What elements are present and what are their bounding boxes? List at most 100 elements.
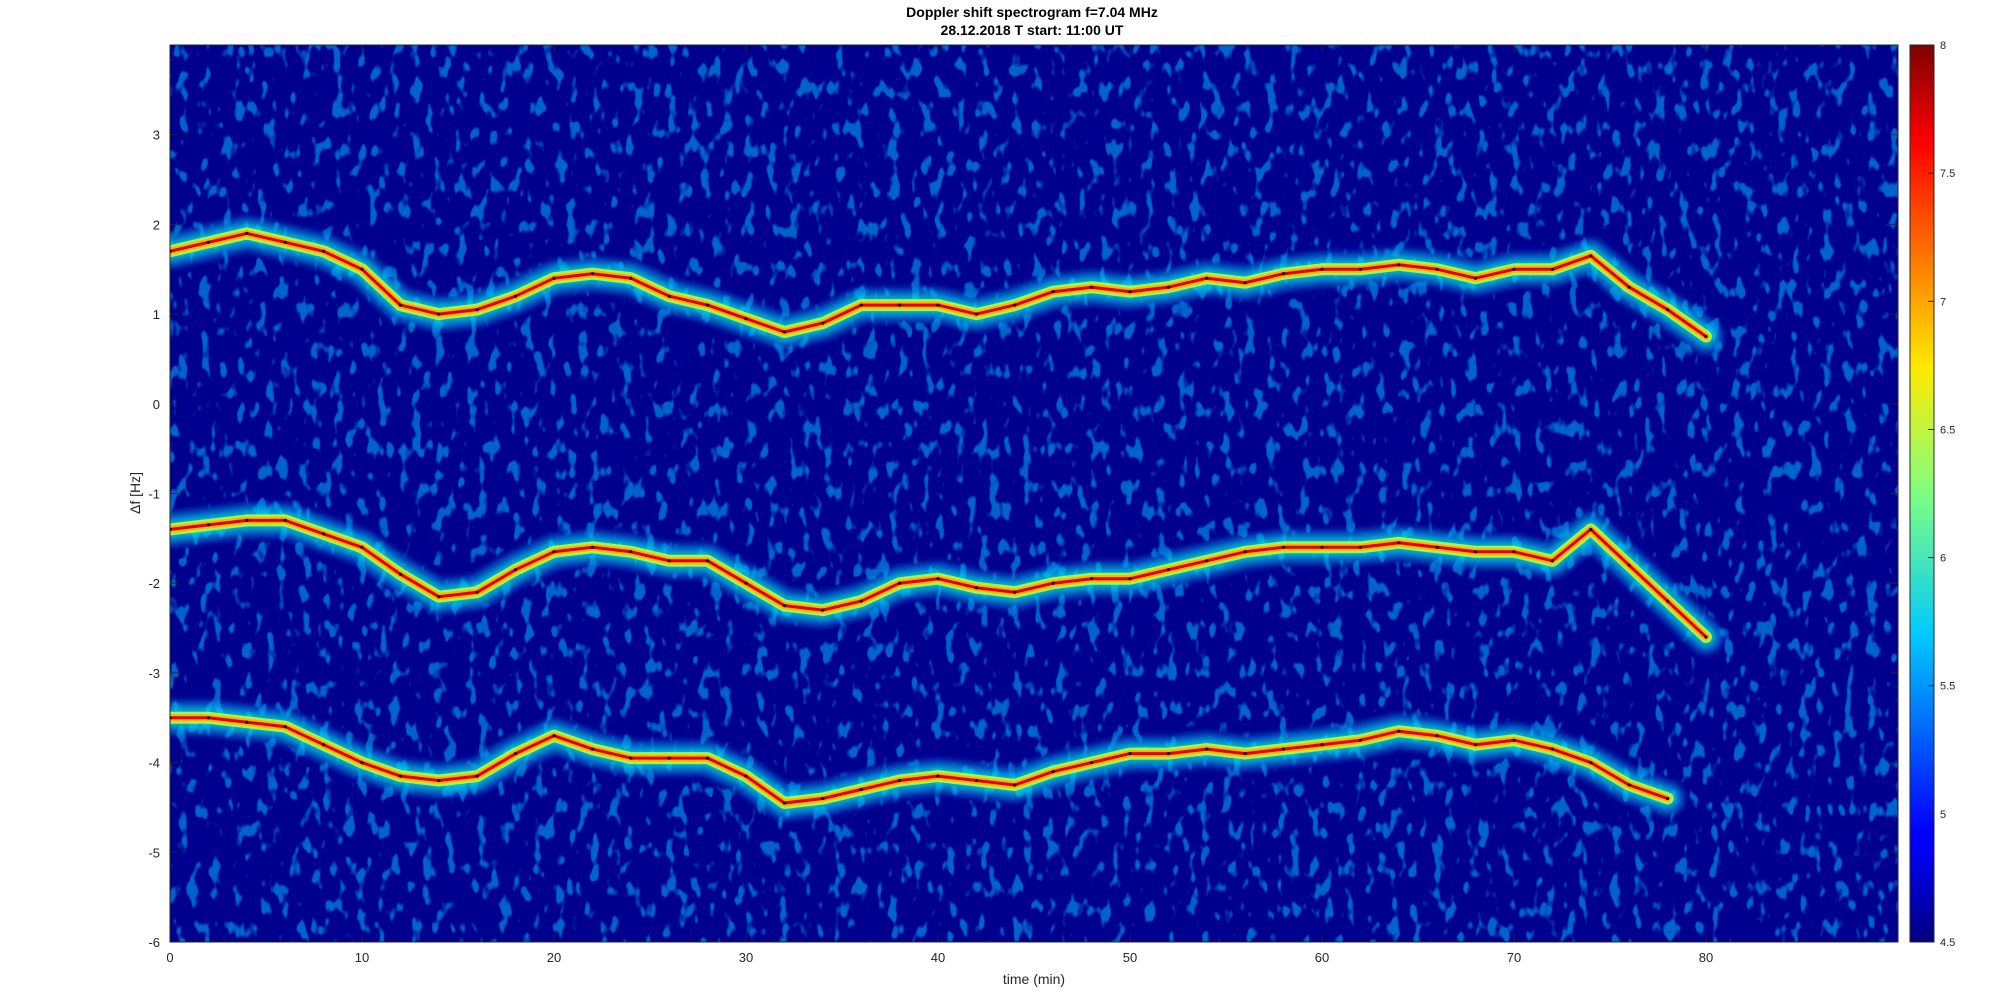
trace-point <box>360 267 364 271</box>
trace-point <box>1627 285 1631 289</box>
trace-point <box>1166 752 1170 756</box>
trace-point <box>1550 747 1554 751</box>
trace-point <box>475 308 479 312</box>
trace-point <box>1243 550 1247 554</box>
trace-point <box>283 725 287 729</box>
trace-point <box>1205 559 1209 563</box>
trace-point <box>1090 285 1094 289</box>
trace-point <box>360 761 364 765</box>
x-tick-label: 10 <box>355 950 369 965</box>
x-tick-label: 20 <box>547 950 561 965</box>
trace-point <box>1627 783 1631 787</box>
trace-point <box>206 523 210 527</box>
trace-point <box>1128 752 1132 756</box>
trace-point <box>206 716 210 720</box>
trace-point <box>360 545 364 549</box>
trace-point <box>744 317 748 321</box>
trace-point <box>1435 545 1439 549</box>
trace-point <box>245 518 249 523</box>
trace-point <box>898 778 902 783</box>
band-core <box>170 716 1670 805</box>
colorbar-gradient <box>1909 44 1935 943</box>
y-tick-label: -5 <box>148 845 160 860</box>
trace-point <box>667 756 671 760</box>
trace-point <box>1397 729 1401 733</box>
colorbar-tick-label: 4.5 <box>1940 937 1955 949</box>
trace-point <box>821 321 825 325</box>
x-tick-label: 0 <box>166 950 173 965</box>
trace-point <box>1320 267 1324 271</box>
x-tick-label: 50 <box>1123 950 1137 965</box>
trace-point <box>552 550 556 554</box>
y-tick-label: -6 <box>148 935 160 950</box>
trace-point <box>552 276 556 280</box>
trace-point <box>1704 334 1708 339</box>
x-tick-label: 40 <box>931 950 945 965</box>
trace-point <box>859 599 863 603</box>
trace-point <box>514 752 518 756</box>
trace-point <box>859 787 863 792</box>
trace-point <box>1589 761 1593 765</box>
y-axis: -6 -5 -4 -3 -2 -1 0 1 2 3 <box>148 128 1898 950</box>
trace-point <box>974 312 979 316</box>
signal-trace <box>170 216 1723 354</box>
x-axis: 0 10 20 30 40 50 60 70 80 <box>166 45 1713 965</box>
trace-point <box>1051 770 1055 774</box>
trace-point <box>1320 545 1324 549</box>
trace-point <box>1243 281 1247 285</box>
trace-point <box>1128 577 1132 581</box>
trace-point <box>245 720 249 724</box>
trace-point <box>706 559 710 563</box>
trace-point <box>936 577 940 581</box>
x-tick-label: 70 <box>1507 950 1521 965</box>
trace-point <box>1128 290 1132 294</box>
y-tick-label: -2 <box>148 576 160 591</box>
trace-point <box>1282 545 1286 549</box>
trace-point <box>1550 267 1554 271</box>
y-tick-label: 2 <box>153 217 160 232</box>
trace-point <box>1051 290 1055 294</box>
trace-point <box>590 747 595 751</box>
y-tick-label: -1 <box>148 487 160 502</box>
trace-point <box>437 778 441 783</box>
trace-point <box>590 545 595 549</box>
trace-point <box>1474 276 1478 280</box>
trace-point <box>322 743 326 747</box>
colorbar-tick-label: 8 <box>1940 40 1946 52</box>
chart-subtitle: 28.12.2018 T start: 11:00 UT <box>940 22 1124 38</box>
trace-point <box>398 774 402 778</box>
trace-point <box>1282 747 1286 751</box>
trace-point <box>514 294 518 298</box>
colorbar-ticks: 4.5 5 5.5 6 6.5 7 7.5 8 <box>1928 40 1955 949</box>
trace-point <box>744 581 748 585</box>
y-axis-label: Δf [Hz] <box>127 472 143 514</box>
trace-point <box>629 756 633 760</box>
y-tick-label: -4 <box>148 756 160 771</box>
trace-point <box>936 303 940 307</box>
trace-point <box>514 568 518 572</box>
trace-point <box>398 303 402 307</box>
trace-point <box>1243 752 1247 756</box>
trace-point <box>744 774 748 778</box>
noise-speckle <box>170 45 1898 942</box>
trace-point <box>1704 635 1708 639</box>
trace-point <box>1358 545 1362 549</box>
trace-point <box>245 231 249 235</box>
trace-point <box>1320 743 1324 747</box>
trace-point <box>629 550 633 554</box>
trace-point <box>398 572 402 576</box>
trace-point <box>437 312 441 316</box>
trace-point <box>1090 577 1094 581</box>
trace-point <box>590 272 595 276</box>
trace-point <box>782 330 787 334</box>
trace-point <box>629 276 633 280</box>
trace-point <box>1666 796 1670 801</box>
trace-point <box>1512 267 1516 271</box>
signal-trace <box>170 700 1685 820</box>
trace-point <box>1358 267 1362 271</box>
colorbar-tick-label: 7.5 <box>1940 168 1955 180</box>
trace-point <box>283 240 287 244</box>
colorbar-tick-label: 7 <box>1940 296 1946 308</box>
trace-point <box>206 240 210 244</box>
trace-point <box>1435 734 1439 738</box>
